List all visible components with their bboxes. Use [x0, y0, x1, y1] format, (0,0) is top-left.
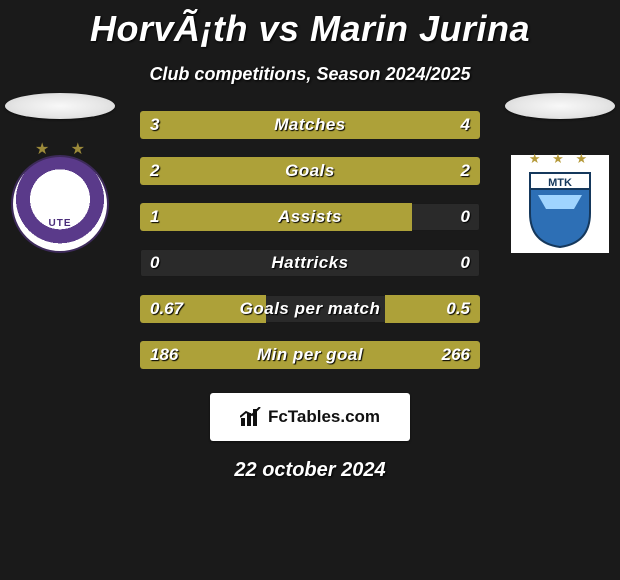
- stat-row: 00Hattricks: [140, 249, 480, 277]
- subtitle: Club competitions, Season 2024/2025: [0, 64, 620, 85]
- stat-label: Min per goal: [140, 341, 480, 369]
- left-shadow-ellipse: [5, 93, 115, 119]
- stats-bars: 34Matches 22Goals 10Assists 00Hattricks 0.67…: [140, 111, 480, 369]
- left-team-column: UTE: [0, 93, 120, 253]
- comparison-panel: UTE ★ ★ ★ MTK 34Matches 22Goals 10Assists 0…: [0, 111, 620, 369]
- bar-chart-icon: [240, 407, 262, 427]
- left-crest-label: UTE: [49, 218, 72, 229]
- stat-label: Matches: [140, 111, 480, 139]
- right-team-crest: ★ ★ ★ MTK: [511, 155, 609, 253]
- page-title: HorvÃ¡th vs Marin Jurina: [0, 0, 620, 50]
- stat-row: 22Goals: [140, 157, 480, 185]
- stat-row: 34Matches: [140, 111, 480, 139]
- stat-label: Goals per match: [140, 295, 480, 323]
- stat-row: 10Assists: [140, 203, 480, 231]
- brand-text: FcTables.com: [268, 407, 380, 427]
- stat-label: Goals: [140, 157, 480, 185]
- right-shadow-ellipse: [505, 93, 615, 119]
- brand-badge[interactable]: FcTables.com: [210, 393, 410, 441]
- left-team-crest: UTE: [11, 155, 109, 253]
- svg-text:MTK: MTK: [548, 177, 572, 189]
- right-crest-stars-icon: ★ ★ ★: [511, 151, 609, 167]
- right-team-column: ★ ★ ★ MTK: [500, 93, 620, 253]
- stat-row: 0.670.5Goals per match: [140, 295, 480, 323]
- date-text: 22 october 2024: [0, 459, 620, 482]
- stat-row: 186266Min per goal: [140, 341, 480, 369]
- stat-label: Hattricks: [140, 249, 480, 277]
- shield-icon: MTK: [520, 159, 600, 249]
- stat-label: Assists: [140, 203, 480, 231]
